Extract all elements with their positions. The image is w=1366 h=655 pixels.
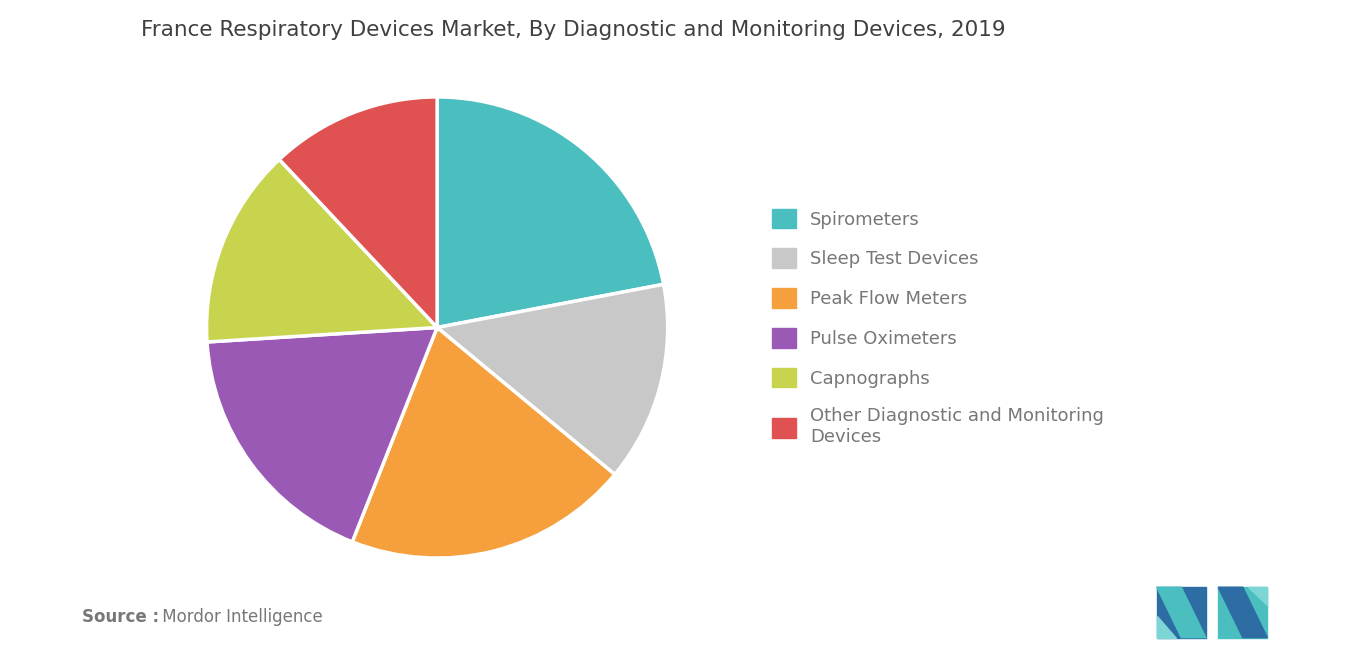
Wedge shape xyxy=(437,97,664,328)
Text: France Respiratory Devices Market, By Diagnostic and Monitoring Devices, 2019: France Respiratory Devices Market, By Di… xyxy=(142,20,1005,40)
Polygon shape xyxy=(1157,616,1176,638)
Wedge shape xyxy=(206,159,437,342)
Text: Mordor Intelligence: Mordor Intelligence xyxy=(157,608,322,626)
Polygon shape xyxy=(1157,588,1206,638)
Wedge shape xyxy=(352,328,615,558)
Polygon shape xyxy=(1157,588,1206,638)
Text: Source :: Source : xyxy=(82,608,158,626)
Wedge shape xyxy=(279,97,437,328)
Polygon shape xyxy=(1247,588,1268,605)
Legend: Spirometers, Sleep Test Devices, Peak Flow Meters, Pulse Oximeters, Capnographs,: Spirometers, Sleep Test Devices, Peak Fl… xyxy=(764,200,1113,455)
Polygon shape xyxy=(1218,588,1268,638)
Wedge shape xyxy=(437,284,668,474)
Polygon shape xyxy=(1218,588,1268,638)
Wedge shape xyxy=(208,328,437,542)
